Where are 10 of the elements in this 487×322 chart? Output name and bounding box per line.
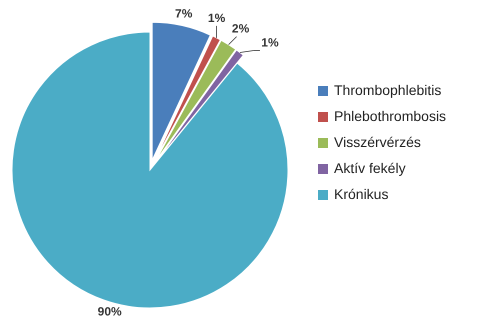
data-label: 7% (175, 6, 193, 21)
legend-label: Krónikus (334, 186, 388, 202)
legend-label: Phlebothrombosis (334, 108, 446, 124)
data-label: 2% (232, 22, 250, 36)
data-label: 1% (261, 35, 279, 50)
legend-label: Visszérvérzés (334, 134, 421, 150)
legend-label: Aktív fekély (334, 160, 406, 176)
data-label: 1% (208, 10, 226, 25)
data-label: 90% (98, 304, 122, 318)
legend-label: Thrombophlebitis (334, 82, 442, 98)
